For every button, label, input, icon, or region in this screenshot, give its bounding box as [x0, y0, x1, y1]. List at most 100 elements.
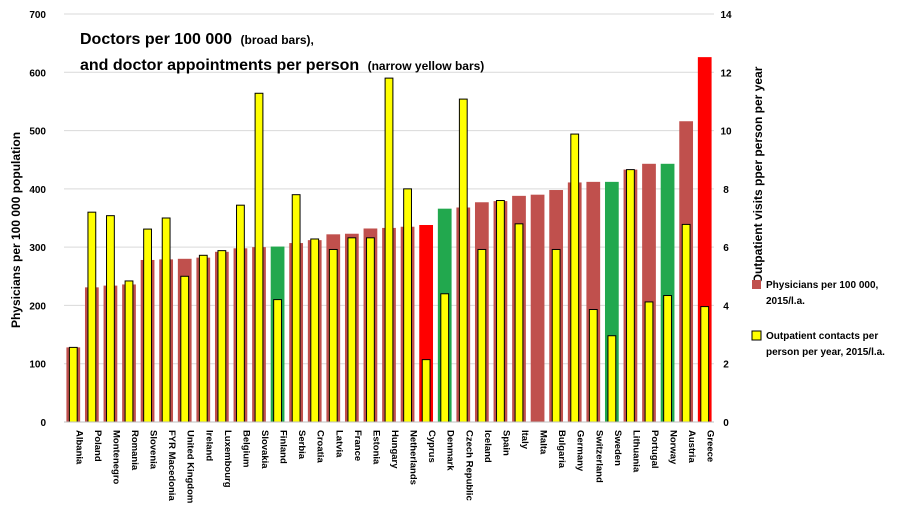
- category-label: Croatia: [315, 430, 326, 463]
- left-tick-label: 200: [29, 301, 46, 312]
- outpatient-bar: [180, 275, 190, 423]
- outpatient-bar: [198, 254, 208, 423]
- category-label: Montenegro: [110, 430, 121, 485]
- legend-item-physicians: Physicians per 100 000, 2015/l.a.: [752, 280, 879, 307]
- legend-label-physicians-line1: Physicians per 100 000,: [766, 280, 879, 291]
- left-tick-label: 100: [29, 360, 46, 371]
- y-axis-left-title: Physicians per 100 000 population: [9, 132, 23, 328]
- category-label: Netherlands: [408, 430, 419, 485]
- category-label: Portugal: [649, 430, 660, 469]
- legend-label-outpatient-line2: person per year, 2015/l.a.: [766, 347, 885, 358]
- category-label: Serbia: [296, 430, 307, 460]
- outpatient-bar: [681, 223, 691, 423]
- outpatient-bar: [403, 188, 412, 423]
- chart-title-line1: Doctors per 100 000 (broad bars),: [80, 31, 314, 48]
- category-label: Iceland: [482, 430, 493, 463]
- category-label: Bulgaria: [556, 430, 567, 469]
- left-axis-ticks: 0 100 200 300 400 500 600 700: [29, 10, 46, 429]
- outpatient-bar: [570, 133, 580, 423]
- outpatient-bar: [626, 169, 635, 423]
- category-label: France: [352, 430, 363, 461]
- category-label: Germany: [575, 430, 586, 472]
- right-axis-ticks: 0 2 4 6 8 10 12 14: [720, 10, 732, 429]
- outpatient-bar: [607, 335, 617, 423]
- outpatient-bar: [143, 228, 152, 423]
- category-label: Slovenia: [148, 430, 159, 470]
- category-label: Greece: [705, 430, 716, 462]
- category-label: Norway: [668, 430, 679, 465]
- outpatient-bar: [273, 299, 282, 423]
- chart-title-line2: and doctor appointments per person (narr…: [80, 57, 484, 74]
- outpatient-bar: [366, 237, 375, 423]
- left-tick-label: 400: [29, 185, 46, 196]
- outpatient-bar: [551, 248, 561, 423]
- outpatient-bar: [106, 215, 115, 423]
- category-label: Poland: [92, 430, 103, 462]
- left-tick-label: 500: [29, 127, 46, 138]
- right-tick-label: 6: [723, 243, 729, 254]
- category-label: Hungary: [389, 430, 400, 469]
- left-tick-label: 600: [29, 68, 46, 79]
- left-tick-label: 0: [40, 418, 46, 429]
- category-label: Czech Republic: [463, 430, 474, 501]
- category-label: United Kingdom: [185, 430, 196, 503]
- category-label: Belgium: [240, 430, 251, 467]
- category-label: Finland: [278, 430, 289, 464]
- right-tick-label: 12: [720, 68, 732, 79]
- y-axis-right-title: Outpatient visits pper person per year: [751, 66, 765, 283]
- legend-item-outpatient: Outpatient contacts per person per year,…: [751, 330, 885, 358]
- outpatient-bar: [440, 293, 450, 423]
- outpatient-bar: [124, 280, 134, 423]
- category-label: Italy: [519, 430, 530, 450]
- category-label: Ireland: [203, 430, 214, 461]
- legend-swatch-outpatient: [751, 330, 762, 341]
- outpatient-bar: [477, 248, 487, 423]
- outpatient-bar: [421, 359, 431, 423]
- outpatient-bar: [644, 301, 654, 423]
- outpatient-bar: [217, 250, 227, 423]
- category-label: Luxembourg: [222, 430, 233, 488]
- outpatient-bar: [310, 238, 320, 423]
- right-tick-label: 0: [723, 418, 729, 429]
- outpatient-bar: [236, 204, 245, 423]
- outpatient-bar: [384, 77, 394, 423]
- right-tick-label: 14: [720, 10, 732, 21]
- category-label: Cyprus: [426, 430, 437, 463]
- outpatient-bar: [161, 217, 171, 423]
- category-label: Lithuania: [630, 430, 641, 473]
- legend-swatch-physicians: [752, 280, 761, 289]
- category-label: Latvia: [333, 430, 344, 458]
- category-label: Estonia: [370, 430, 381, 465]
- right-tick-label: 2: [723, 360, 729, 371]
- outpatient-bar: [663, 295, 672, 423]
- right-tick-label: 8: [723, 185, 729, 196]
- left-tick-label: 300: [29, 243, 46, 254]
- outpatient-bar: [87, 211, 97, 423]
- physicians-bar: [530, 194, 545, 422]
- category-label: Spain: [500, 430, 511, 456]
- bars: [66, 57, 712, 423]
- outpatient-bar: [514, 223, 524, 423]
- legend: Physicians per 100 000, 2015/l.a. Outpat…: [751, 280, 885, 358]
- category-label: Denmark: [445, 430, 456, 471]
- outpatient-bar: [68, 346, 78, 423]
- right-tick-label: 10: [720, 127, 732, 138]
- outpatient-bar: [291, 194, 301, 423]
- right-tick-label: 4: [723, 301, 729, 312]
- category-label: Slovakia: [259, 430, 270, 469]
- outpatient-bar: [700, 306, 710, 423]
- category-label: Malta: [538, 430, 549, 455]
- outpatient-bar: [328, 248, 338, 423]
- outpatient-bar: [254, 92, 264, 423]
- left-tick-label: 700: [29, 10, 46, 21]
- legend-label-physicians-line2: 2015/l.a.: [766, 296, 805, 307]
- category-label: FYR Macedonia: [166, 430, 177, 501]
- category-label: Albania: [73, 430, 84, 465]
- legend-label-outpatient-line1: Outpatient contacts per: [766, 331, 878, 342]
- category-labels: Albania Poland Montenegro Romania Slovenia FY…: [73, 430, 715, 503]
- outpatient-bar: [496, 200, 505, 423]
- outpatient-bar: [347, 237, 357, 423]
- category-label: Romania: [129, 430, 140, 471]
